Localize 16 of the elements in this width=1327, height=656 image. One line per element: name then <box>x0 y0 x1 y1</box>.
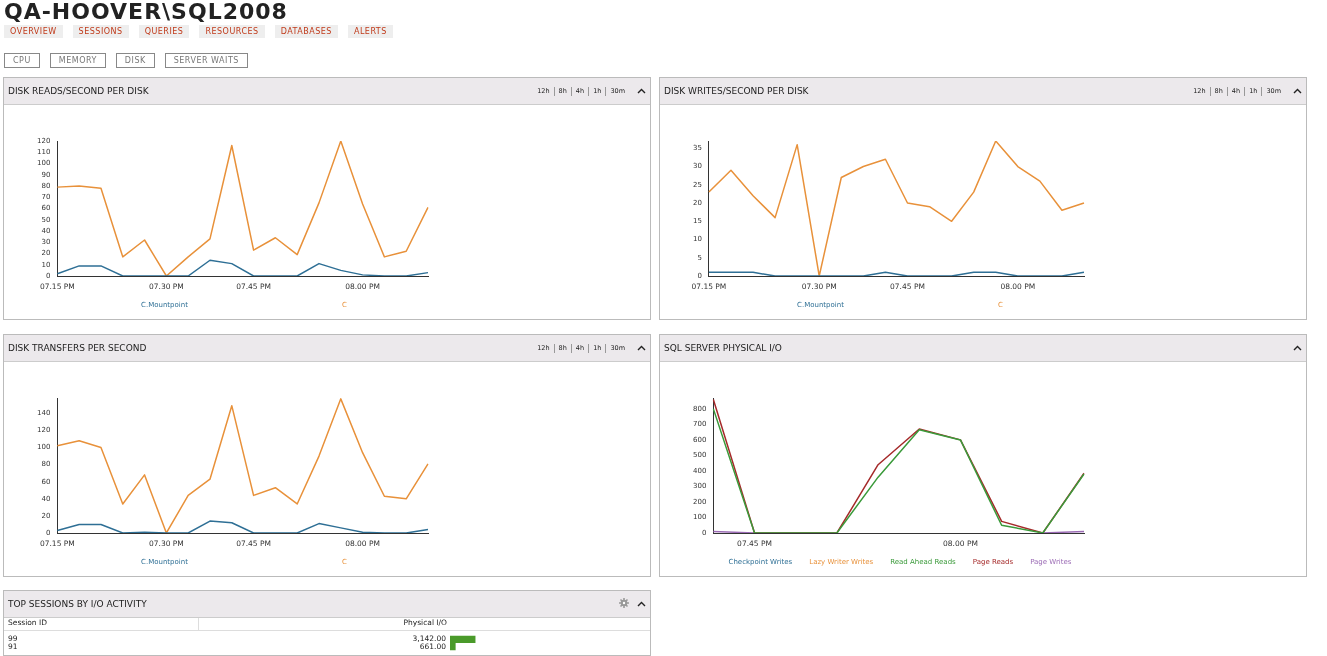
text: RESOURCES <box>199 25 265 38</box>
text: TOP SESSIONS BY I/O ACTIVITY <box>8 599 148 609</box>
chart-title: DISK TRANSFERS PER SECOND <box>8 343 148 353</box>
chart-title: DISK READS/SECOND PER DISK <box>8 86 150 96</box>
text: DATABASES <box>274 25 338 38</box>
text: OVERVIEW <box>4 25 63 38</box>
chart-title: SQL SERVER PHYSICAL I/O <box>664 343 783 353</box>
text: MEMORY <box>49 53 106 68</box>
text: SESSIONS <box>72 25 129 38</box>
text: ALERTS <box>347 25 393 38</box>
text: CPU <box>4 53 40 68</box>
chart-title: DISK WRITES/SECOND PER DISK <box>664 86 810 96</box>
text: QUERIES <box>138 25 190 38</box>
text: DISK <box>115 53 155 68</box>
text: QA-HOOVER\SQL2008 <box>4 0 289 24</box>
text: SERVER WAITS <box>164 53 248 68</box>
